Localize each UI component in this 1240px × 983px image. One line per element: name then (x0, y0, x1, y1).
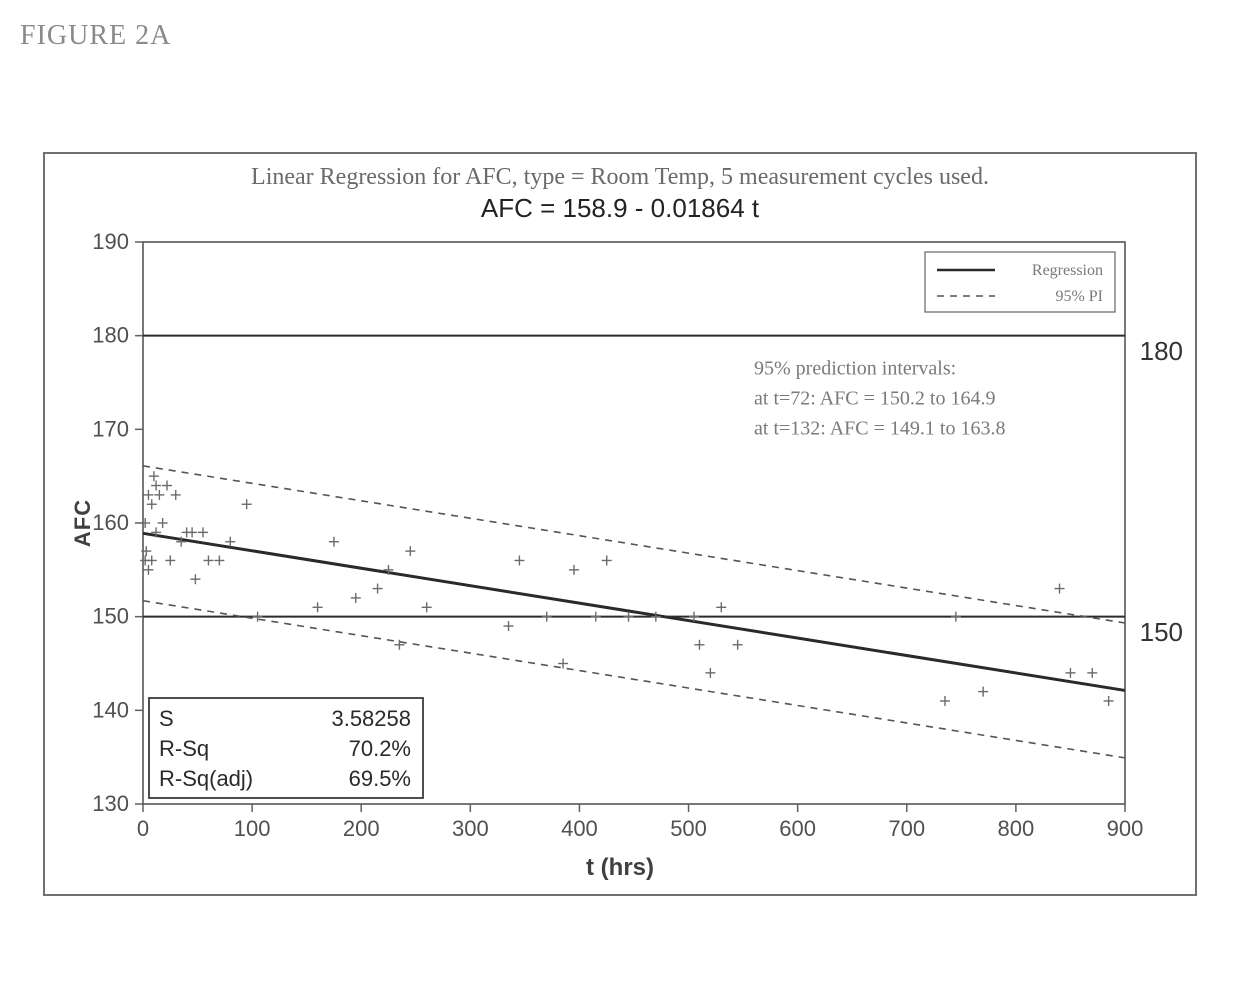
data-point (624, 612, 634, 622)
data-point (154, 490, 164, 500)
data-point (351, 593, 361, 603)
data-point (147, 555, 157, 565)
legend-label: 95% PI (1055, 288, 1103, 305)
stats-label: R-Sq(adj) (159, 766, 253, 791)
stats-label: S (159, 706, 174, 731)
data-point (716, 602, 726, 612)
x-tick-label: 200 (343, 816, 380, 841)
x-tick-label: 500 (670, 816, 707, 841)
x-tick-label: 600 (779, 816, 816, 841)
data-point (151, 481, 161, 491)
data-point (313, 602, 323, 612)
data-point (591, 612, 601, 622)
y-tick-label: 150 (92, 604, 129, 629)
pi-upper (143, 466, 1125, 623)
data-point (1065, 668, 1075, 678)
y-tick-label: 140 (92, 697, 129, 722)
x-tick-label: 400 (561, 816, 598, 841)
data-point (329, 537, 339, 547)
data-point (1055, 584, 1065, 594)
x-tick-label: 100 (234, 816, 271, 841)
data-point (143, 490, 153, 500)
data-point (602, 555, 612, 565)
x-tick-label: 700 (888, 816, 925, 841)
data-point (940, 696, 950, 706)
x-tick-label: 800 (998, 816, 1035, 841)
y-tick-label: 130 (92, 791, 129, 816)
data-point (569, 565, 579, 575)
data-point (171, 490, 181, 500)
data-point (147, 499, 157, 509)
x-tick-label: 900 (1107, 816, 1144, 841)
regression-line (143, 533, 1125, 690)
data-point (1087, 668, 1097, 678)
chart-frame: Linear Regression for AFC, type = Room T… (43, 152, 1197, 896)
y-tick-label: 170 (92, 416, 129, 441)
data-point (705, 668, 715, 678)
stats-value: 69.5% (349, 766, 411, 791)
x-tick-label: 300 (452, 816, 489, 841)
x-tick-label: 0 (137, 816, 149, 841)
data-point (951, 612, 961, 622)
data-point (165, 555, 175, 565)
data-point (162, 481, 172, 491)
legend-label: Regression (1032, 262, 1103, 279)
data-point (143, 565, 153, 575)
data-point (694, 640, 704, 650)
y-tick-label: 190 (92, 230, 129, 254)
data-point (394, 640, 404, 650)
data-point (422, 602, 432, 612)
chart-title: Linear Regression for AFC, type = Room T… (65, 164, 1175, 191)
ref-line-label: 150 (1140, 617, 1183, 648)
data-point (140, 518, 150, 528)
data-point (373, 584, 383, 594)
data-point (187, 527, 197, 537)
data-point (542, 612, 552, 622)
stats-label: R-Sq (159, 736, 209, 761)
chart-wrap: Linear Regression for AFC, type = Room T… (45, 164, 1195, 882)
ref-line-label: 180 (1140, 336, 1183, 367)
stats-value: 70.2% (349, 736, 411, 761)
annotation-line: at t=132: AFC = 149.1 to 163.8 (754, 417, 1005, 439)
data-point (405, 546, 415, 556)
y-tick-label: 180 (92, 323, 129, 348)
annotation-line: at t=72: AFC = 150.2 to 164.9 (754, 387, 995, 409)
data-point (504, 621, 514, 631)
y-tick-label: 160 (92, 510, 129, 535)
data-point (198, 527, 208, 537)
figure-label: FIGURE 2A (20, 20, 1220, 52)
data-point (190, 574, 200, 584)
scatter-plot: 0 100 200 300 400 500 600 700 800 900 130 140 150 160… (45, 230, 1195, 850)
data-point (203, 555, 213, 565)
x-axis-label: t (hrs) (45, 854, 1195, 882)
chart-equation: AFC = 158.9 - 0.01864 t (45, 193, 1195, 224)
data-point (214, 555, 224, 565)
data-point (158, 518, 168, 528)
data-point (651, 612, 661, 622)
data-point (514, 555, 524, 565)
annotation-line: 95% prediction intervals: (754, 357, 956, 379)
data-point (733, 640, 743, 650)
data-point (242, 499, 252, 509)
data-point (149, 471, 159, 481)
stats-value: 3.58258 (331, 706, 411, 731)
data-point (978, 687, 988, 697)
data-point (1104, 696, 1114, 706)
y-axis-label: AFC (70, 499, 96, 547)
